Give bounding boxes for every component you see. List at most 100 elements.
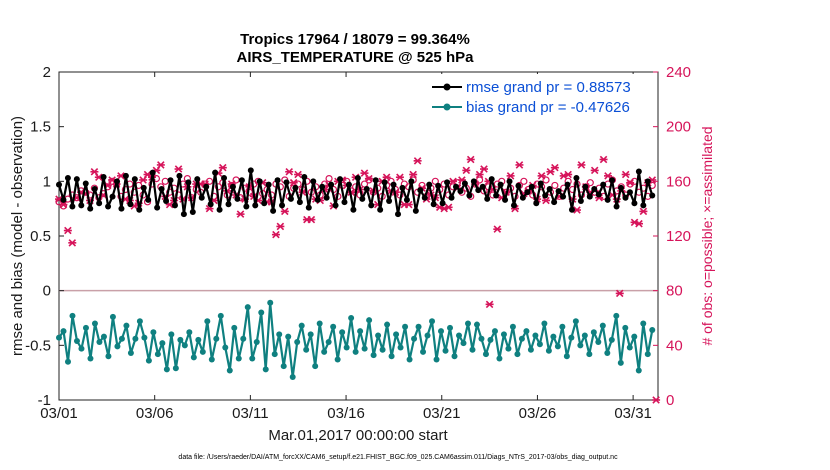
rmse-point — [609, 177, 616, 184]
rmse-point — [127, 201, 134, 208]
bias-point — [172, 365, 179, 372]
rmse-point — [395, 211, 402, 218]
bias-point — [617, 359, 624, 366]
bias-point — [348, 315, 355, 321]
bias-point — [393, 331, 400, 338]
legend-label-bias: bias grand pr = -0.47626 — [466, 99, 630, 116]
bias-point — [82, 324, 89, 331]
rmse-point — [270, 207, 277, 214]
rmse-point — [368, 202, 375, 209]
rmse-point — [332, 202, 339, 209]
rmse-point — [60, 196, 67, 203]
bias-point — [177, 336, 184, 343]
rmse-point — [158, 185, 165, 192]
bias-point — [622, 324, 629, 331]
rmse-point — [613, 203, 620, 210]
bias-point — [559, 323, 566, 330]
bias-point — [303, 346, 310, 353]
bias-point — [464, 320, 471, 327]
bias-point — [91, 320, 98, 327]
bias-point — [217, 312, 224, 319]
bias-point — [258, 309, 265, 316]
bias-point — [523, 328, 530, 335]
bias-point — [141, 334, 148, 341]
bias-point — [491, 328, 498, 335]
rmse-point — [631, 200, 638, 207]
rmse-point — [274, 177, 281, 184]
bias-point — [451, 353, 458, 360]
rmse-point — [292, 184, 299, 191]
bias-point — [199, 348, 206, 355]
y-tick-label: 1 — [43, 173, 51, 190]
bias-point — [500, 331, 507, 338]
rmse-point — [341, 199, 348, 206]
rmse-point — [475, 187, 482, 194]
rmse-point — [417, 187, 424, 194]
rmse-point — [560, 193, 567, 200]
bias-point — [190, 354, 197, 361]
rmse-point — [149, 169, 156, 176]
rmse-point — [163, 198, 170, 205]
bias-point — [563, 353, 570, 360]
rmse-point — [154, 204, 161, 211]
rmse-point — [105, 203, 112, 210]
bias-point — [168, 331, 175, 338]
bias-point — [87, 355, 94, 362]
legend-marker-rmse — [443, 83, 451, 91]
bias-point — [163, 366, 170, 373]
series-lines — [56, 167, 656, 381]
bias-point — [514, 351, 521, 358]
rmse-point — [261, 200, 268, 207]
y-right-tick-label: 80 — [666, 283, 683, 300]
rmse-point — [421, 194, 428, 201]
bias-point — [357, 328, 364, 335]
bias-point — [222, 344, 229, 351]
bias-point — [429, 318, 436, 325]
x-tick-label: 03/26 — [519, 405, 557, 422]
rmse-point — [537, 180, 544, 187]
bias-point — [321, 348, 328, 355]
rmse-point — [595, 191, 602, 198]
rmse-point — [354, 175, 361, 182]
bias-point — [640, 320, 647, 327]
bias-point — [460, 340, 467, 347]
legend: rmse grand pr = 0.88573 bias grand pr = … — [428, 74, 656, 118]
rmse-point — [502, 196, 509, 203]
rmse-point — [96, 200, 103, 207]
x-tick-label: 03/21 — [423, 405, 461, 422]
bias-point — [478, 335, 485, 342]
bias-point — [388, 353, 395, 360]
rmse-point — [301, 173, 308, 180]
rmse-point — [328, 181, 335, 188]
bias-point — [527, 346, 534, 353]
rmse-point — [568, 206, 575, 213]
bias-point — [545, 347, 552, 354]
rmse-point — [234, 195, 241, 202]
rmse-point — [488, 176, 495, 183]
rmse-point — [91, 185, 98, 192]
bias-point — [590, 329, 597, 336]
x-tick-label: 03/11 — [232, 405, 268, 422]
bias-point — [118, 335, 125, 342]
bias-point — [554, 343, 561, 350]
y-right-tick-label: 240 — [666, 64, 691, 81]
bias-point — [56, 334, 62, 341]
rmse-point — [515, 182, 522, 189]
bias-point — [181, 342, 188, 349]
rmse-point — [573, 175, 580, 182]
bias-point — [325, 339, 332, 346]
bias-point — [433, 356, 440, 363]
x-tick-label: 03/31 — [614, 405, 652, 422]
rmse-point — [403, 196, 410, 203]
obs-possible-point — [205, 177, 214, 185]
bias-point — [572, 318, 579, 325]
x-tick-label: 03/16 — [327, 405, 365, 422]
rmse-point — [542, 192, 549, 199]
legend-marker-bias — [443, 103, 451, 111]
bias-point — [599, 322, 606, 329]
rmse-point — [626, 189, 633, 196]
bias-point — [438, 328, 445, 335]
rmse-point — [203, 183, 210, 190]
bias-point — [312, 363, 319, 370]
legend-box — [428, 74, 656, 118]
